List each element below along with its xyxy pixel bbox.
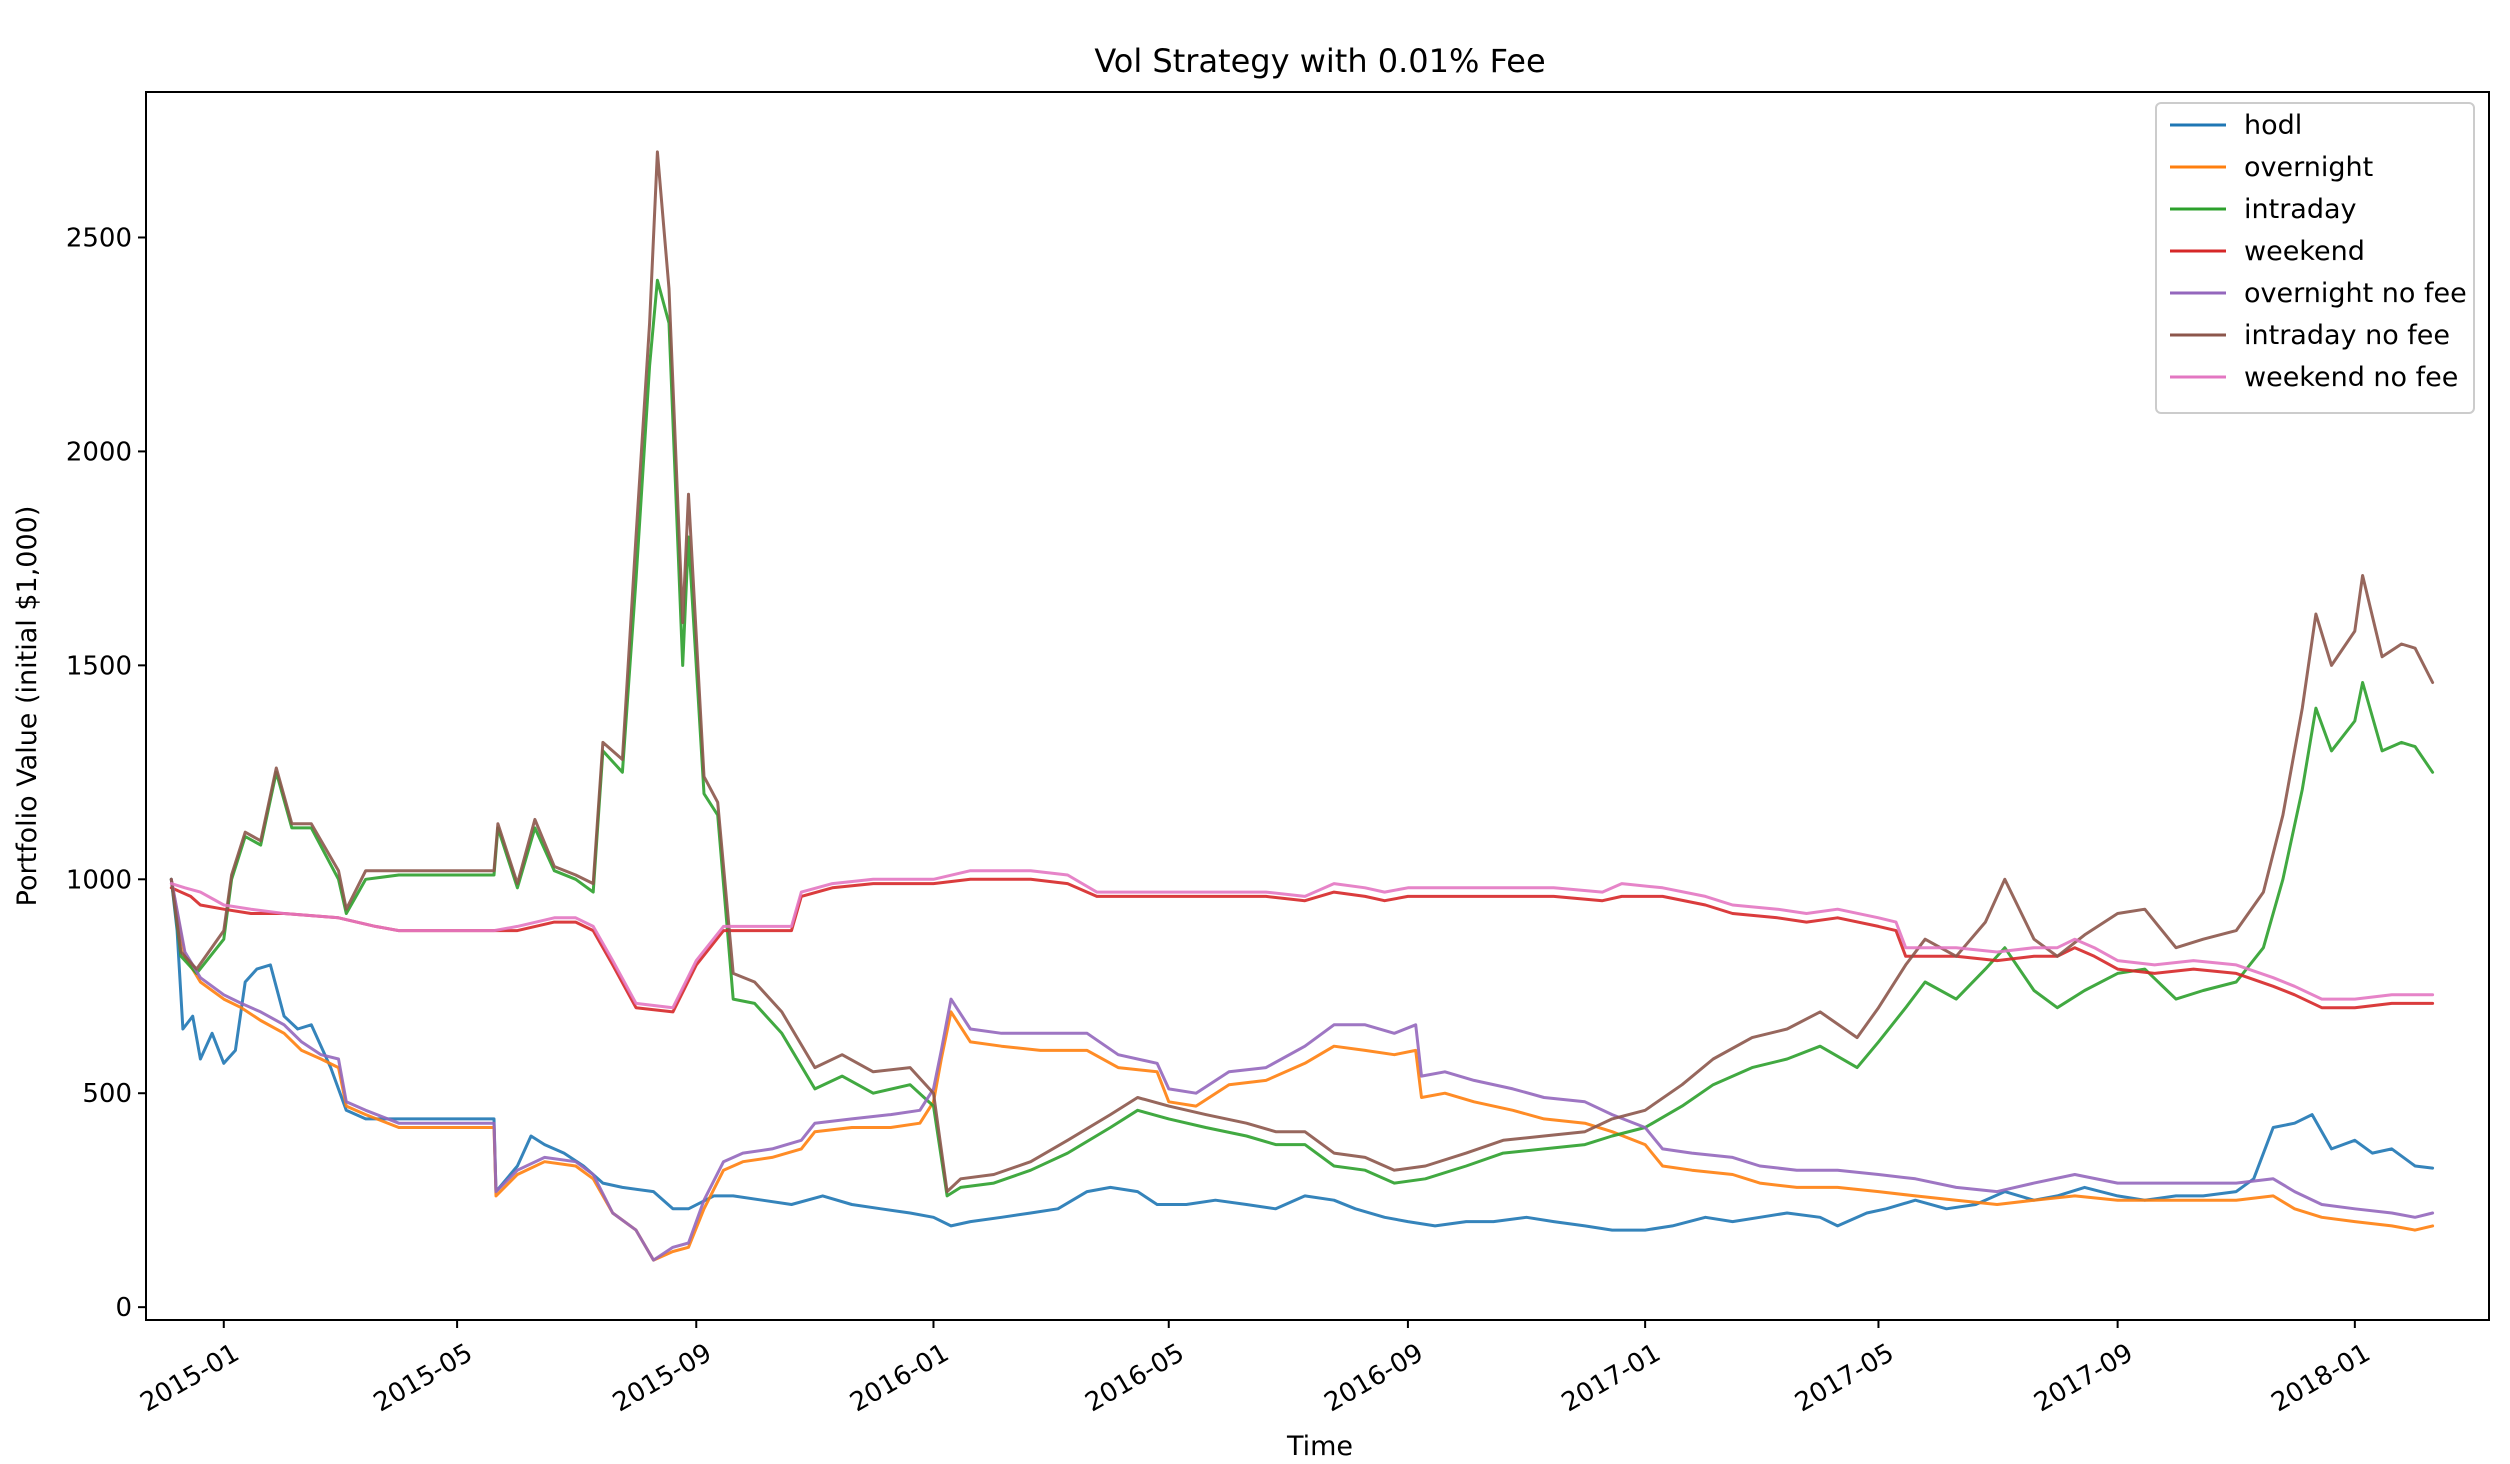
series-line-intraday-no-fee — [169, 150, 2435, 1194]
legend-label: weekend — [2244, 236, 2365, 267]
y-tick-label: 2000 — [66, 437, 132, 467]
series-line-weekend — [169, 877, 2435, 1014]
legend-label: hodl — [2244, 110, 2302, 141]
y-tick-label: 500 — [82, 1079, 132, 1109]
y-tick-label: 0 — [115, 1293, 132, 1323]
legend: hodl overnight intraday weekend overnight no… — [2155, 102, 2475, 414]
series-line-weekend-no-fee — [169, 869, 2435, 1010]
legend-box — [2155, 102, 2475, 414]
series-line-hodl — [169, 877, 2435, 1232]
y-tick-label: 1000 — [66, 865, 132, 895]
y-tick-label: 2500 — [66, 223, 132, 253]
series-layer — [169, 150, 2435, 1262]
y-tick-label: 1500 — [66, 651, 132, 681]
chart-title: Vol Strategy with 0.01% Fee — [1094, 42, 1545, 80]
legend-label: overnight — [2244, 152, 2373, 183]
x-axis-label: Time — [1286, 1431, 1353, 1462]
y-axis-label: Portfolio Value (initial $1,000) — [12, 506, 43, 907]
legend-label: intraday no fee — [2244, 320, 2450, 351]
plot-frame — [145, 91, 2490, 1321]
legend-label: weekend no fee — [2244, 362, 2458, 393]
series-line-overnight-no-fee — [169, 877, 2435, 1262]
legend-label: overnight no fee — [2244, 278, 2467, 309]
legend-label: intraday — [2244, 194, 2357, 225]
series-line-overnight — [169, 877, 2435, 1262]
y-axis: 0 500 1000 1500 2000 2500 — [66, 223, 146, 1323]
